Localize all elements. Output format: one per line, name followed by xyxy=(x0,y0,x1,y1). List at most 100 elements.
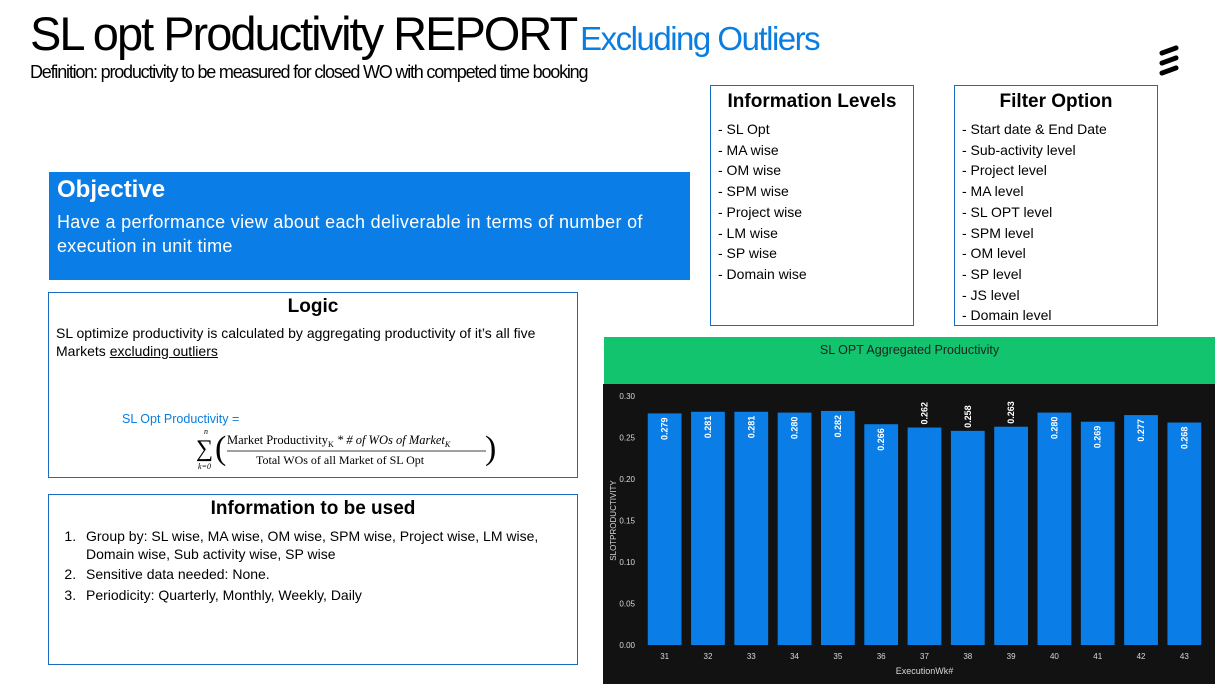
logic-text-underlined: excluding outliers xyxy=(109,343,218,359)
filter-option-item: - MA level xyxy=(962,183,1024,200)
x-tick-label: 38 xyxy=(963,652,972,661)
y-tick-label: 0.00 xyxy=(619,641,635,650)
bar-data-label: 0.279 xyxy=(660,417,670,440)
x-tick-label: 32 xyxy=(704,652,713,661)
information-used-item: Sensitive data needed: None. xyxy=(80,566,570,584)
filter-option-item: - Sub-activity level xyxy=(962,141,1076,158)
bar-data-label: 0.280 xyxy=(790,417,800,440)
bar xyxy=(864,424,899,645)
filter-option-item: - Project level xyxy=(962,162,1047,179)
formula-denominator: Total WOs of all Market of SL Opt xyxy=(256,453,425,467)
x-tick-label: 31 xyxy=(660,652,669,661)
information-level-item: - SPM wise xyxy=(718,183,789,200)
x-axis-label: ExecutionWk# xyxy=(896,666,954,676)
x-tick-label: 41 xyxy=(1093,652,1102,661)
filter-option-list: - Start date & End Date - Sub-activity le… xyxy=(962,119,1150,326)
information-used-item: Group by: SL wise, MA wise, OM wise, SPM… xyxy=(80,528,570,563)
bar-data-label: 0.262 xyxy=(920,402,930,425)
bar xyxy=(907,427,942,645)
information-level-item: - OM wise xyxy=(718,162,781,179)
formula-label: SL Opt Productivity = xyxy=(122,412,240,426)
y-tick-label: 0.10 xyxy=(619,558,635,567)
title-main-text: SL opt Productivity REPORT xyxy=(30,7,578,60)
logic-heading: Logic xyxy=(287,296,339,317)
y-tick-label: 0.30 xyxy=(619,392,635,401)
information-levels-heading: Information Levels xyxy=(727,91,897,112)
sum-lower-limit: k=0 xyxy=(198,462,211,471)
objective-text: Have a performance view about each deliv… xyxy=(57,212,643,256)
objective-box: Objective Have a performance view about … xyxy=(49,172,690,280)
bar xyxy=(1124,415,1158,645)
bar-chart: 0.00 0.05 0.10 0.15 0.20 0.25 0.30 SLOTPRODUCTI… xyxy=(603,384,1215,684)
objective-heading: Objective xyxy=(57,176,166,203)
bar-chart-svg: 0.00 0.05 0.10 0.15 0.20 0.25 0.30 SLOTPRODUCTI… xyxy=(609,392,1202,676)
information-level-item: - Domain wise xyxy=(718,265,807,282)
bar xyxy=(950,430,985,645)
title-accent-text: Excluding Outliers xyxy=(580,20,820,57)
bar-data-label: 0.263 xyxy=(1006,401,1016,424)
bar-data-label: 0.280 xyxy=(1049,417,1059,440)
logic-text-body: SL optimize productivity is calculated b… xyxy=(56,325,536,359)
filter-option-item: - OM level xyxy=(962,245,1026,262)
bar xyxy=(994,426,1029,645)
information-level-item: - Project wise xyxy=(718,203,803,220)
x-tick-label: 34 xyxy=(790,652,799,661)
filter-option-item: - SL OPT level xyxy=(962,203,1053,220)
chart-title: SL OPT Aggregated Productivity xyxy=(819,343,1000,357)
chart-title-bar: SL OPT Aggregated Productivity xyxy=(604,337,1215,384)
filter-option-item: - SPM level xyxy=(962,224,1034,241)
logic-box: Logic SL optimize productivity is calcul… xyxy=(48,292,578,478)
x-tick-label: 33 xyxy=(747,652,756,661)
filter-option-item: - JS level xyxy=(962,286,1020,303)
filter-option-item: - Domain level xyxy=(962,307,1052,324)
information-used-box: Information to be used Group by: SL wise… xyxy=(48,494,578,665)
y-axis-label: SLOTPRODUCTIVITY xyxy=(609,480,618,561)
filter-option-heading: Filter Option xyxy=(999,91,1113,112)
bar-data-label: 0.266 xyxy=(876,428,886,451)
filter-option-item: - Start date & End Date xyxy=(962,121,1107,137)
x-tick-label: 36 xyxy=(877,652,886,661)
sum-sign: ∑ xyxy=(196,436,213,462)
productivity-formula: n ∑ k=0 ( Market ProductivityK * # of WO… xyxy=(196,429,496,471)
ericsson-logo-icon xyxy=(1159,45,1179,76)
filter-option-item: - SP level xyxy=(962,265,1022,282)
x-tick-label: 39 xyxy=(1007,652,1016,661)
bar-data-label: 0.258 xyxy=(963,405,973,428)
bar-data-label: 0.282 xyxy=(833,415,843,438)
bar xyxy=(1080,421,1115,645)
information-used-list: Group by: SL wise, MA wise, OM wise, SPM… xyxy=(56,528,570,604)
logic-text: SL optimize productivity is calculated b… xyxy=(56,324,570,360)
bar-data-label: 0.269 xyxy=(1093,426,1103,449)
information-level-item: - SP wise xyxy=(718,245,777,262)
x-tick-label: 42 xyxy=(1137,652,1146,661)
bar xyxy=(1167,422,1202,645)
y-tick-label: 0.15 xyxy=(619,517,635,526)
filter-option-box: Filter Option - Start date & End Date - S… xyxy=(954,85,1158,326)
bar xyxy=(691,411,725,645)
bar xyxy=(820,410,855,645)
bar-data-label: 0.281 xyxy=(703,416,713,439)
bar xyxy=(647,413,682,645)
bar xyxy=(1037,412,1072,645)
information-used-item: Periodicity: Quarterly, Monthly, Weekly,… xyxy=(80,587,570,605)
information-level-item: - SL Opt xyxy=(718,121,770,137)
formula-numerator: Market ProductivityK * # of WOs of Marke… xyxy=(227,433,451,449)
information-levels-list: - SL Opt - MA wise - OM wise - SPM wise - Pr… xyxy=(718,119,906,285)
definition-text: Definition: productivity to be measured … xyxy=(30,62,589,82)
information-level-item: - LM wise xyxy=(718,224,778,241)
y-tick-label: 0.20 xyxy=(619,475,635,484)
bar-data-label: 0.268 xyxy=(1179,427,1189,450)
x-tick-label: 43 xyxy=(1180,652,1189,661)
x-tick-label: 35 xyxy=(833,652,842,661)
information-level-item: - MA wise xyxy=(718,141,779,158)
bar xyxy=(734,411,769,645)
x-tick-label: 40 xyxy=(1050,652,1059,661)
y-tick-label: 0.05 xyxy=(619,600,635,609)
bar-data-label: 0.277 xyxy=(1136,419,1146,442)
x-tick-label: 37 xyxy=(920,652,929,661)
page-title: SL opt Productivity REPORT Excluding Outl… xyxy=(30,6,821,67)
paren-right: ) xyxy=(485,430,496,467)
bar-data-label: 0.281 xyxy=(746,416,756,439)
sum-upper-limit: n xyxy=(204,429,208,436)
y-tick-label: 0.25 xyxy=(619,434,635,443)
